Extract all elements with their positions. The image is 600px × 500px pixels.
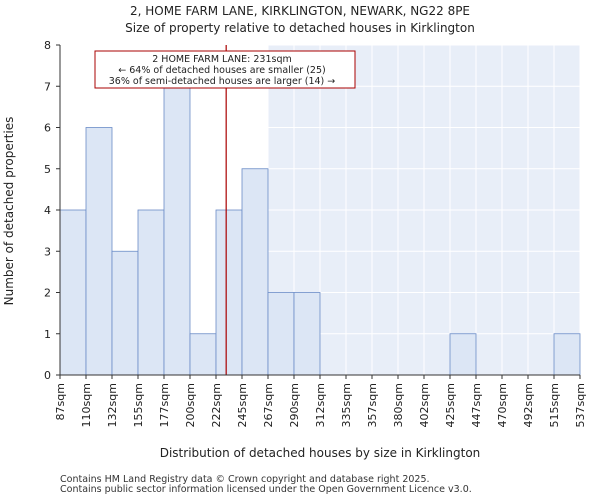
histogram-bar: [241, 168, 269, 376]
x-tick-label: 200sqm: [184, 383, 197, 427]
x-tick-label: 290sqm: [288, 383, 301, 427]
x-tick-label: 470sqm: [496, 383, 509, 427]
x-tick-label: 335sqm: [340, 383, 353, 427]
x-tick-label: 357sqm: [366, 383, 379, 427]
x-tick-label: 380sqm: [392, 383, 405, 427]
histogram-bar: [59, 209, 87, 376]
x-tick-label: 177sqm: [158, 383, 171, 427]
property-annotation: 2 HOME FARM LANE: 231sqm ← 64% of detach…: [94, 50, 356, 89]
y-axis-label: Number of detached properties: [2, 117, 16, 306]
histogram-bar: [163, 85, 191, 376]
x-tick-label: 515sqm: [548, 383, 561, 427]
y-tick-label: 0: [44, 369, 51, 382]
histogram-bar: [189, 333, 217, 376]
x-tick-label: 222sqm: [210, 383, 223, 427]
x-tick-label: 402sqm: [418, 383, 431, 427]
x-tick-label: 155sqm: [132, 383, 145, 427]
x-tick-label: 267sqm: [262, 383, 275, 427]
footer-line-1: Contains HM Land Registry data © Crown c…: [60, 474, 430, 485]
histogram-bar: [553, 333, 581, 376]
histogram-bar: [449, 333, 477, 376]
x-tick-label: 425sqm: [444, 383, 457, 427]
chart-subtitle: Size of property relative to detached ho…: [125, 21, 475, 35]
x-tick-label: 537sqm: [574, 383, 587, 427]
x-tick-label: 447sqm: [470, 383, 483, 427]
histogram-bar: [215, 209, 243, 376]
x-tick-label: 245sqm: [236, 383, 249, 427]
chart-title: 2, HOME FARM LANE, KIRKLINGTON, NEWARK, …: [129, 4, 471, 18]
annotation-line-2: ← 64% of detached houses are smaller (25…: [118, 65, 325, 76]
x-tick-label: 492sqm: [522, 383, 535, 427]
y-tick-label: 5: [44, 163, 51, 176]
histogram-bar: [293, 292, 321, 376]
y-tick-label: 7: [44, 80, 51, 93]
y-tick-label: 3: [44, 245, 51, 258]
histogram-bar: [137, 209, 165, 376]
x-tick-label: 110sqm: [80, 383, 93, 427]
y-tick-label: 6: [44, 122, 51, 135]
x-axis-label: Distribution of detached houses by size …: [160, 446, 481, 460]
y-tick-label: 2: [44, 287, 51, 300]
x-tick-label: 132sqm: [106, 383, 119, 427]
histogram-bar: [85, 127, 113, 376]
histogram-bar: [111, 250, 139, 376]
annotation-box: [94, 50, 356, 89]
histogram-bar: [267, 292, 295, 376]
y-tick-label: 1: [44, 328, 51, 341]
x-tick-label: 87sqm: [54, 383, 67, 420]
x-tick-label: 312sqm: [314, 383, 327, 427]
y-tick-label: 8: [44, 39, 51, 52]
histogram-chart: 0 1 2 3 4 5 6 7 8 87sqm 110sqm 132sqm 155sqm 177sqm 20…: [2, 39, 587, 460]
y-tick-label: 4: [44, 204, 51, 217]
annotation-line-1: 2 HOME FARM LANE: 231sqm: [152, 54, 292, 65]
annotation-line-3: 36% of semi-detached houses are larger (…: [109, 76, 336, 87]
footer-line-2: Contains public sector information licen…: [60, 484, 472, 495]
